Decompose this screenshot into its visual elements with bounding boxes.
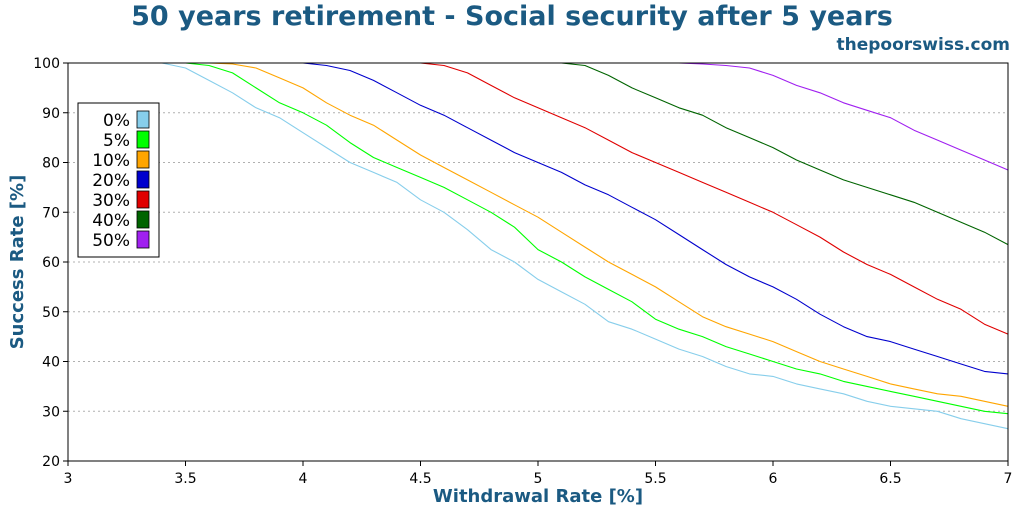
chart-title: 50 years retirement - Social security af… <box>131 1 893 32</box>
y-tick-label: 100 <box>33 56 60 72</box>
legend-label: 40% <box>92 211 130 231</box>
series-line-50pct <box>68 62 1009 171</box>
x-tick-label: 4.5 <box>409 471 431 487</box>
x-tick-label: 5.5 <box>644 471 666 487</box>
legend-swatch <box>136 190 150 209</box>
legend-swatch <box>136 210 150 229</box>
x-tick-label: 3 <box>64 471 73 487</box>
legend-label: 30% <box>92 191 130 211</box>
x-tick-label: 4 <box>299 471 308 487</box>
series-line-10pct <box>68 62 1009 407</box>
series-line-5pct <box>68 62 1009 415</box>
legend: 0%5%10%20%30%40%50% <box>77 102 160 258</box>
legend-label: 5% <box>103 131 130 151</box>
legend-swatch <box>136 130 150 149</box>
series-lines <box>68 62 1009 430</box>
y-tick-label: 40 <box>42 355 60 371</box>
series-line-0pct <box>68 62 1009 430</box>
y-tick-labels: 20 30 40 50 60 70 80 90 100 <box>33 56 68 470</box>
y-tick-label: 80 <box>42 156 60 172</box>
y-tick-label: 90 <box>42 106 60 122</box>
y-tick-label: 30 <box>42 404 60 420</box>
legend-swatch <box>136 150 150 169</box>
legend-swatch <box>136 110 150 129</box>
x-tick-labels: 3 3.5 4 4.5 5 5.5 6 6.5 7 <box>64 461 1013 487</box>
x-tick-label: 7 <box>1004 471 1013 487</box>
series-line-30pct <box>68 62 1009 335</box>
series-line-20pct <box>68 62 1009 375</box>
y-tick-label: 60 <box>42 255 60 271</box>
site-label: thepoorswiss.com <box>836 35 1011 55</box>
y-tick-label: 50 <box>42 305 60 321</box>
legend-label: 50% <box>92 231 130 251</box>
y-axis-label: Success Rate [%] <box>7 175 28 350</box>
y-tick-label: 20 <box>42 454 60 470</box>
legend-label: 0% <box>103 111 130 131</box>
x-tick-label: 6 <box>769 471 778 487</box>
x-tick-label: 6.5 <box>879 471 901 487</box>
x-axis-label: Withdrawal Rate [%] <box>433 486 643 507</box>
legend-swatch <box>136 170 150 189</box>
y-tick-label: 70 <box>42 205 60 221</box>
x-tick-label: 3.5 <box>174 471 196 487</box>
legend-label: 10% <box>92 151 130 171</box>
x-tick-label: 5 <box>534 471 543 487</box>
legend-swatch <box>136 230 150 249</box>
legend-label: 20% <box>92 171 130 191</box>
